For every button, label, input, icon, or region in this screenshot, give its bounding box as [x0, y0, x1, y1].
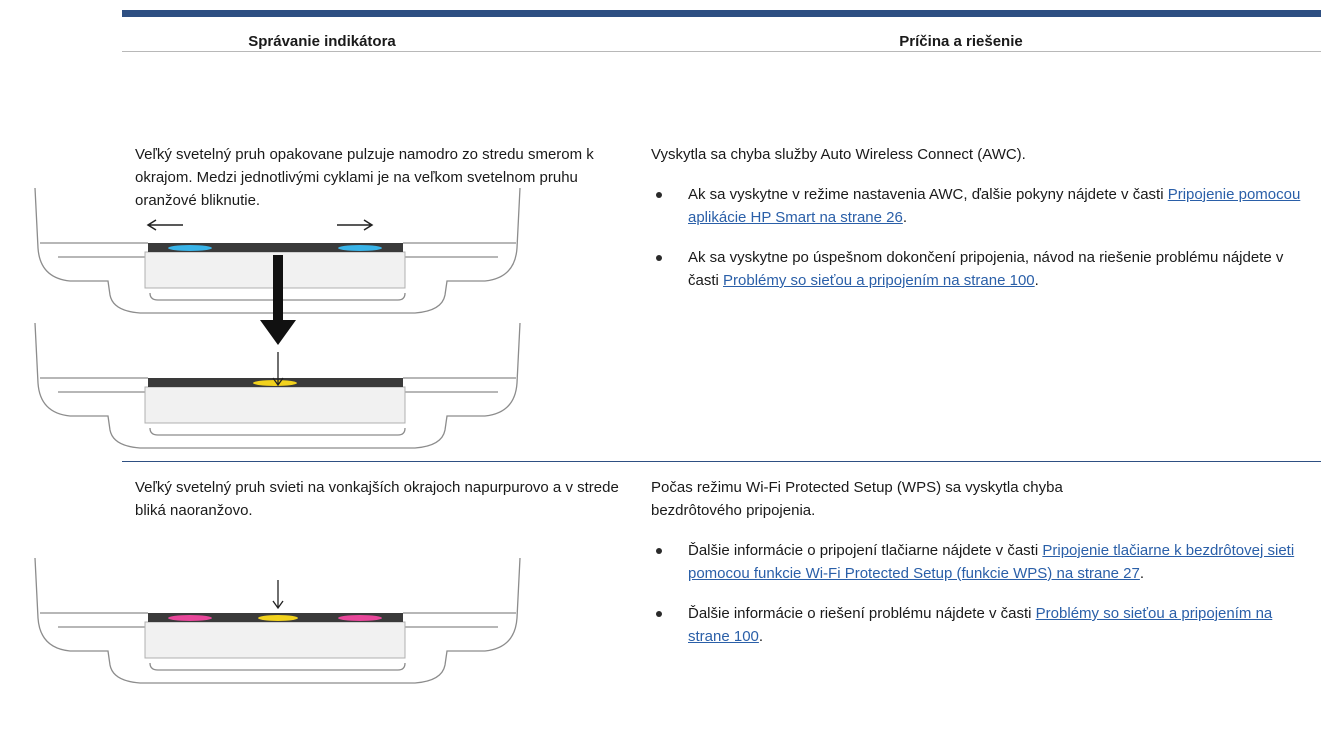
behavior-text: Veľký svetelný pruh svieti na vonkajších… — [135, 479, 619, 519]
column-header: Správanie indikátora — [248, 33, 396, 50]
bullet-end: . — [1034, 272, 1039, 289]
cause-text: Počas režimu Wi-Fi Protected Setup (WPS)… — [651, 479, 1063, 519]
bullet-end: . — [758, 628, 764, 645]
link[interactable]: Problémy so sieťou a pripojením na stran… — [688, 605, 1273, 645]
behavior-text: Veľký svetelný pruh opakovane pulzuje na… — [135, 146, 594, 209]
bullet-text: Ak sa vyskytne po úspešnom dokončení pri… — [688, 249, 1284, 289]
row-rule — [122, 461, 1321, 462]
bullet-text: Ak sa vyskytne v režime nastavenia AWC, … — [688, 186, 1164, 203]
link[interactable]: Pripojenie tlačiarne k bezdrôtovej sieti… — [688, 542, 1295, 582]
bullet: Ak sa vyskytne v režime nastavenia AWC, … — [651, 183, 1311, 229]
illustrations — [34, 187, 521, 684]
printer-drawing — [34, 322, 521, 449]
bullet-text: Ďalšie informácie o riešení problému náj… — [688, 605, 1032, 622]
bullet-end: . — [902, 209, 908, 226]
header-rule — [122, 51, 1321, 52]
bullet: Ďalšie informácie o riešení problému náj… — [651, 602, 1311, 648]
printer-drawing — [34, 187, 521, 314]
cause-cell: Vyskytla sa chyba služby Auto Wireless C… — [651, 143, 1300, 292]
cause-text: Vyskytla sa chyba služby Auto Wireless C… — [651, 146, 1026, 163]
column-header: Príčina a riešenie — [899, 33, 1023, 50]
link[interactable]: Problémy so sieťou a pripojením na stran… — [723, 272, 1035, 289]
bullet-text: Ďalšie informácie o pripojení tlačiarne … — [688, 542, 1039, 559]
top-rule — [122, 10, 1321, 17]
bullet-list: Ak sa vyskytne v režime nastavenia AWC, … — [651, 183, 1300, 292]
link[interactable]: Pripojenie pomocou aplikácie HP Smart na… — [688, 186, 1301, 226]
bullet-list: Ďalšie informácie o pripojení tlačiarne … — [651, 539, 1294, 648]
bullet: Ak sa vyskytne po úspešnom dokončení pri… — [651, 246, 1311, 292]
cause-cell: Počas režimu Wi-Fi Protected Setup (WPS)… — [651, 476, 1294, 648]
bullet: Ďalšie informácie o pripojení tlačiarne … — [651, 539, 1311, 585]
printer-drawing — [34, 557, 521, 684]
bullet-end: . — [1139, 565, 1145, 582]
